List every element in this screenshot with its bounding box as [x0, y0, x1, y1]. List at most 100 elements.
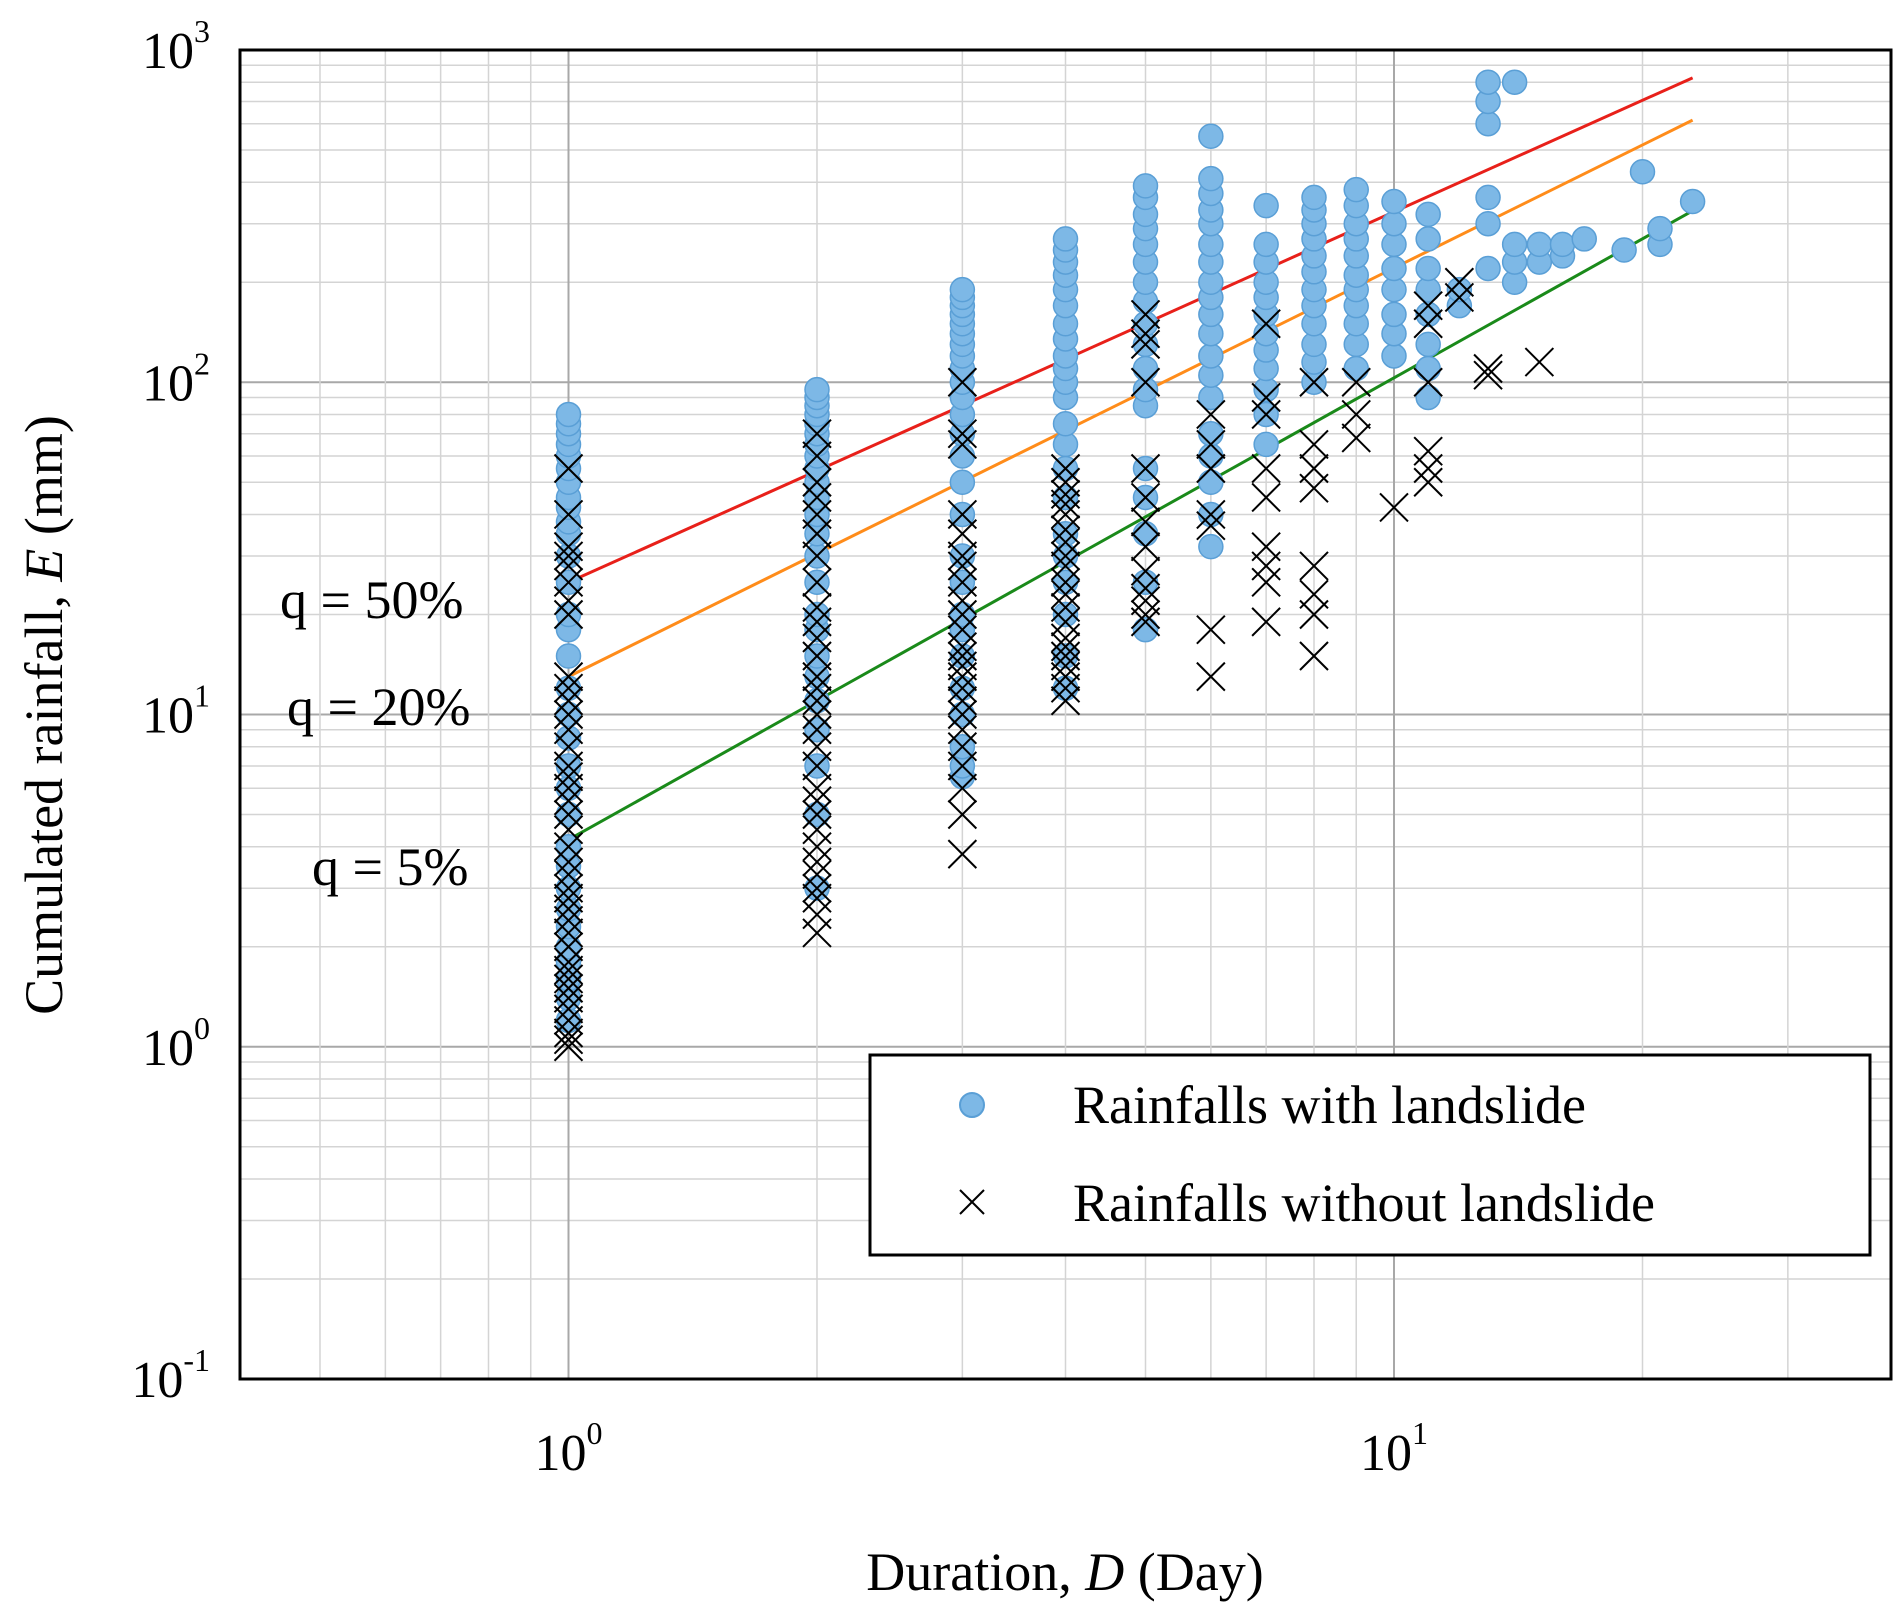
cross-stroke: [1299, 579, 1329, 610]
landslide-point: [949, 469, 976, 496]
no-landslide-point: [1251, 607, 1281, 637]
cross-stroke: [802, 899, 832, 930]
cross-stroke: [947, 367, 978, 397]
cross-stroke: [1251, 382, 1281, 413]
landslide-point: [1052, 411, 1079, 437]
no-landslide-point: [802, 731, 832, 762]
no-landslide-point: [947, 499, 978, 530]
no-landslide-point: [802, 499, 832, 530]
no-landslide-point: [553, 815, 584, 845]
no-landslide-point: [802, 623, 832, 653]
no-landslide-point: [947, 673, 978, 703]
cross-stroke: [1130, 556, 1161, 586]
landslide-point: [1253, 231, 1279, 258]
cross-stroke: [1196, 453, 1226, 484]
cross-stroke: [947, 699, 978, 730]
y-tick-label: 100: [142, 1010, 210, 1077]
no-landslide-point: [802, 419, 832, 449]
cross-stroke: [1196, 661, 1226, 692]
cross-stroke: [553, 673, 584, 703]
cross-stroke: [553, 731, 584, 762]
no-landslide-point: [1130, 453, 1161, 484]
no-landslide-point: [802, 714, 832, 745]
no-landslide-point: [1050, 479, 1081, 510]
cross-stroke: [553, 859, 584, 890]
no-landslide-point: [947, 839, 978, 869]
cross-stroke: [802, 832, 832, 862]
landslide-point: [1475, 69, 1501, 95]
cross-stroke: [802, 441, 832, 471]
landslide-point: [1446, 276, 1473, 303]
cross-stroke: [1251, 531, 1281, 562]
no-landslide-point: [802, 899, 832, 930]
no-landslide-point: [1251, 531, 1281, 562]
no-landslide-point: [802, 799, 832, 830]
no-landslide-point: [1251, 567, 1281, 597]
no-landslide-point: [1196, 429, 1226, 460]
cross-stroke: [1196, 399, 1226, 430]
cross-stroke: [947, 839, 978, 869]
no-landslide-point: [1050, 453, 1081, 484]
landslide-point: [1381, 255, 1407, 282]
no-landslide-point: [553, 541, 584, 571]
landslide-point: [1501, 231, 1528, 258]
cross-stroke: [802, 873, 832, 903]
cross-stroke: [1341, 423, 1371, 453]
cross-stroke: [553, 531, 584, 562]
no-landslide-point: [1130, 599, 1161, 630]
legend: Rainfalls with landslide Rainfalls witho…: [868, 1053, 1872, 1257]
no-landslide-point: [1130, 329, 1161, 360]
no-landslide-point: [553, 964, 584, 994]
cross-stroke: [1341, 399, 1371, 430]
no-landslide-point: [1196, 614, 1226, 645]
y-tick-label: 102: [142, 345, 210, 412]
cross-stroke: [1130, 482, 1161, 513]
landslide-point: [1301, 184, 1327, 211]
cross-stroke: [1050, 673, 1081, 703]
cross-stroke: [553, 832, 584, 862]
cross-stroke: [1196, 511, 1226, 541]
no-landslide-point: [553, 499, 584, 530]
cross-stroke: [947, 499, 978, 530]
no-landslide-point: [553, 994, 584, 1024]
landslide-point: [1198, 469, 1224, 496]
cross-stroke: [1413, 436, 1443, 466]
cross-stroke: [802, 815, 832, 845]
cross-stroke: [1050, 489, 1081, 519]
cross-stroke: [553, 686, 584, 716]
cross-stroke: [802, 467, 832, 497]
no-landslide-point: [553, 873, 584, 903]
no-landslide-point: [1299, 453, 1329, 484]
tick-labels-layer: 10-1 100 101 102 103 100 101: [131, 13, 1428, 1482]
no-landslide-point: [1473, 360, 1503, 390]
cross-stroke: [1050, 579, 1081, 610]
no-landslide-point: [1050, 607, 1081, 637]
cross-stroke: [1130, 453, 1161, 484]
landslide-point: [1475, 255, 1501, 282]
landslide-point: [1571, 226, 1597, 252]
cross-stroke: [802, 661, 832, 692]
cross-stroke: [553, 786, 584, 816]
no-landslide-point: [802, 773, 832, 803]
no-landslide-point: [947, 661, 978, 692]
cross-stroke: [802, 883, 832, 913]
landslide-point: [1501, 69, 1528, 95]
no-landslide-point: [947, 599, 978, 630]
no-landslide-point: [1299, 641, 1329, 671]
cross-stroke: [553, 918, 584, 948]
landslide-point: [1132, 520, 1159, 547]
no-landslide-point: [1050, 551, 1081, 581]
cross-stroke: [553, 964, 584, 994]
no-landslide-point: [553, 894, 584, 924]
no-landslide-point: [947, 429, 978, 460]
no-landslide-point: [553, 453, 584, 484]
no-landslide-point: [1379, 492, 1409, 523]
no-landslide-point: [1196, 499, 1226, 530]
cross-stroke: [947, 614, 978, 645]
no-landslide-point: [1251, 309, 1281, 339]
no-landslide-point: [1251, 482, 1281, 513]
cross-stroke: [1130, 329, 1161, 360]
no-landslide-point: [1341, 423, 1371, 453]
